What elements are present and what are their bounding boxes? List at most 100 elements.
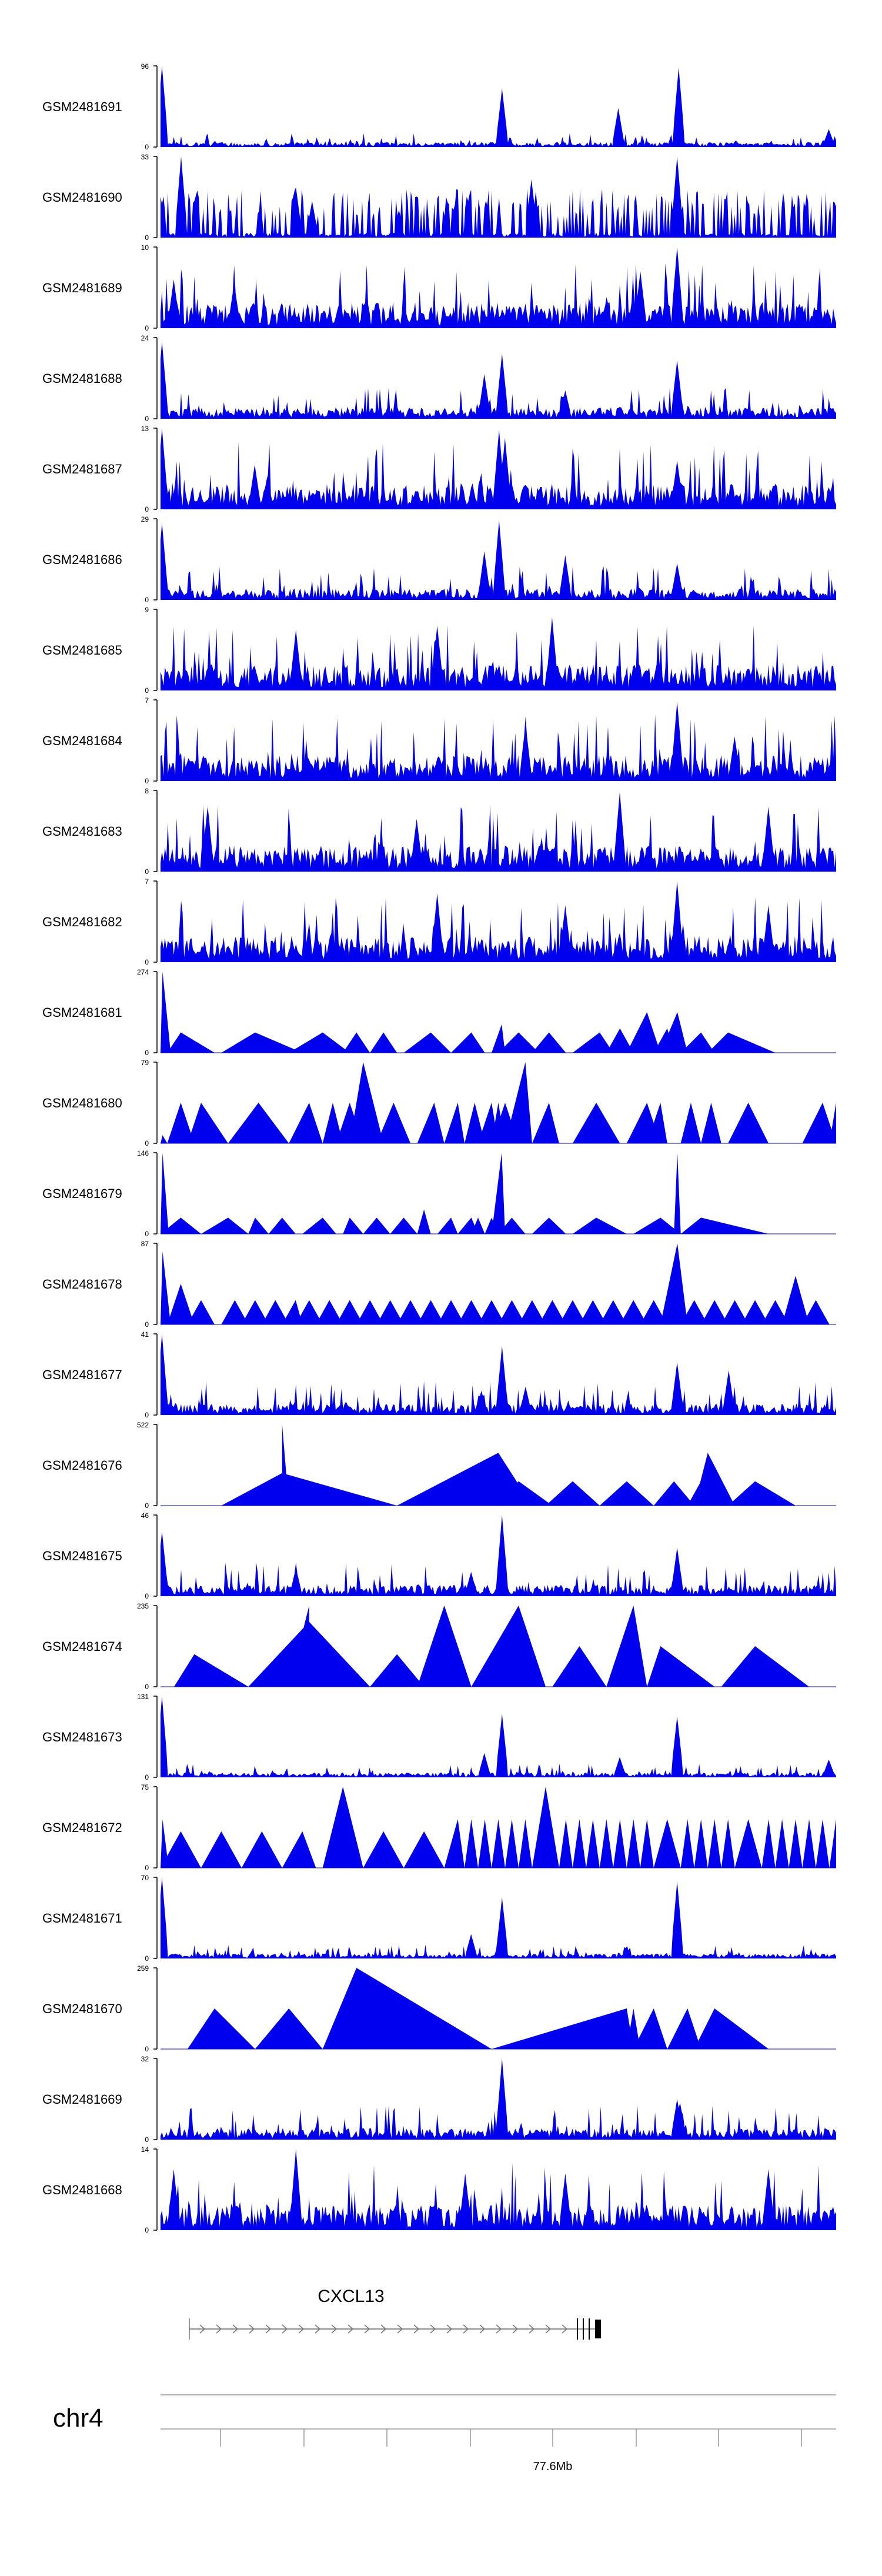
track-label: GSM2481677 <box>42 1367 122 1382</box>
signal-peak <box>498 1300 526 1324</box>
strand-arrow <box>446 2324 453 2334</box>
signal-peak <box>343 1217 363 1234</box>
signal-peak <box>532 1032 566 1053</box>
track-label: GSM2481678 <box>42 1277 122 1292</box>
track: GSM2481681 274 0 <box>42 968 836 1057</box>
signal-peak <box>302 1217 336 1234</box>
track-label: GSM2481691 <box>42 99 122 114</box>
y-max-label: 96 <box>141 62 149 71</box>
y-max-label: 9 <box>145 606 149 614</box>
track-label: GSM2481670 <box>42 2001 122 2016</box>
signal-area <box>161 428 836 509</box>
strand-arrow <box>249 2324 255 2334</box>
signal-peak <box>465 1819 479 1868</box>
signal-peak <box>221 1473 397 1506</box>
signal-peak <box>161 1217 201 1234</box>
signal-peak <box>633 1217 681 1234</box>
y-min-label: 0 <box>145 2135 149 2144</box>
signal-peak <box>376 1300 404 1324</box>
signal-peak <box>505 1819 519 1868</box>
strand-arrow <box>348 2324 354 2334</box>
y-min-label: 0 <box>145 233 149 242</box>
y-min-label: 0 <box>145 1501 149 1510</box>
y-min-label: 0 <box>145 867 149 876</box>
y-min-label: 0 <box>145 1773 149 1781</box>
strand-arrow <box>315 2324 321 2334</box>
signal-tracks: GSM2481691960GSM2481690330GSM2481689100G… <box>42 62 836 2234</box>
signal-peak <box>626 1012 661 1053</box>
signal-peak <box>532 1103 559 1143</box>
track-label: GSM2481676 <box>42 1458 122 1473</box>
signal-peak <box>167 1284 195 1324</box>
signal-peak <box>356 1300 384 1324</box>
signal-peak <box>363 1217 390 1234</box>
signal-area <box>161 520 836 600</box>
track: GSM2481668 14 0 <box>42 2145 836 2234</box>
axis-tick-label: 77.6Mb <box>533 2460 573 2473</box>
signal-peak <box>255 2008 323 2049</box>
signal-peak <box>620 1300 647 1324</box>
signal-peak <box>492 1024 505 1053</box>
signal-peak <box>728 1103 769 1143</box>
track-label: GSM2481686 <box>42 552 122 567</box>
signal-peak <box>599 1819 613 1868</box>
y-max-label: 274 <box>137 968 149 976</box>
signal-peak <box>161 1819 169 1868</box>
y-max-label: 8 <box>145 787 149 795</box>
track: GSM2481669 32 0 <box>42 2055 836 2144</box>
signal-peak <box>647 1646 715 1687</box>
y-max-label: 522 <box>137 1421 149 1429</box>
y-max-label: 32 <box>141 2055 149 2063</box>
signal-area <box>161 247 836 328</box>
signal-peak <box>282 1831 316 1868</box>
strand-arrow <box>413 2324 420 2334</box>
signal-peak <box>633 2008 667 2049</box>
y-max-label: 146 <box>137 1149 149 1157</box>
signal-peak <box>295 1300 323 1324</box>
axis-ticks <box>220 2429 802 2447</box>
y-min-label: 0 <box>145 143 149 151</box>
signal-area <box>161 341 836 419</box>
signal-peak <box>694 1453 735 1506</box>
signal-peak <box>167 1103 195 1143</box>
signal-peak <box>572 1032 613 1053</box>
y-max-label: 14 <box>141 2145 149 2154</box>
strand-arrow <box>562 2324 568 2334</box>
signal-peak <box>241 1300 269 1324</box>
track-label: GSM2481675 <box>42 1549 122 1563</box>
signal-peak <box>626 2008 640 2049</box>
y-min-label: 0 <box>145 1230 149 1238</box>
signal-peak <box>680 1819 694 1868</box>
signal-area <box>161 2058 836 2140</box>
track-label: GSM2481683 <box>42 824 122 839</box>
y-min-label: 0 <box>145 1592 149 1600</box>
y-max-label: 24 <box>141 334 149 342</box>
signal-peak <box>505 1062 532 1143</box>
y-min-label: 0 <box>145 596 149 604</box>
signal-peak <box>492 2008 634 2049</box>
signal-peak <box>173 1654 249 1687</box>
track: GSM2481683 8 0 <box>42 787 836 876</box>
signal-peak <box>552 1646 607 1687</box>
signal-peak <box>707 1819 721 1868</box>
signal-area <box>161 881 836 962</box>
track-label: GSM2481673 <box>42 1730 122 1744</box>
signal-peak <box>397 1453 532 1506</box>
track: GSM2481685 9 0 <box>42 606 836 695</box>
signal-peak <box>336 1300 363 1324</box>
signal-area <box>161 2149 836 2230</box>
signal-peak <box>161 1153 169 1234</box>
track: GSM2481684 7 0 <box>42 696 836 785</box>
signal-peak <box>363 1831 404 1868</box>
signal-peak <box>613 1819 627 1868</box>
gene-label: CXCL13 <box>318 2287 384 2306</box>
y-max-label: 13 <box>141 425 149 433</box>
y-max-label: 46 <box>141 1511 149 1520</box>
signal-peak <box>451 1032 485 1053</box>
track: GSM2481689 10 0 <box>42 243 836 332</box>
signal-peak <box>680 1217 769 1234</box>
y-min-label: 0 <box>145 1864 149 1872</box>
signal-peak <box>492 1153 505 1234</box>
signal-peak <box>167 1032 215 1053</box>
signal-peak <box>370 1654 425 1687</box>
